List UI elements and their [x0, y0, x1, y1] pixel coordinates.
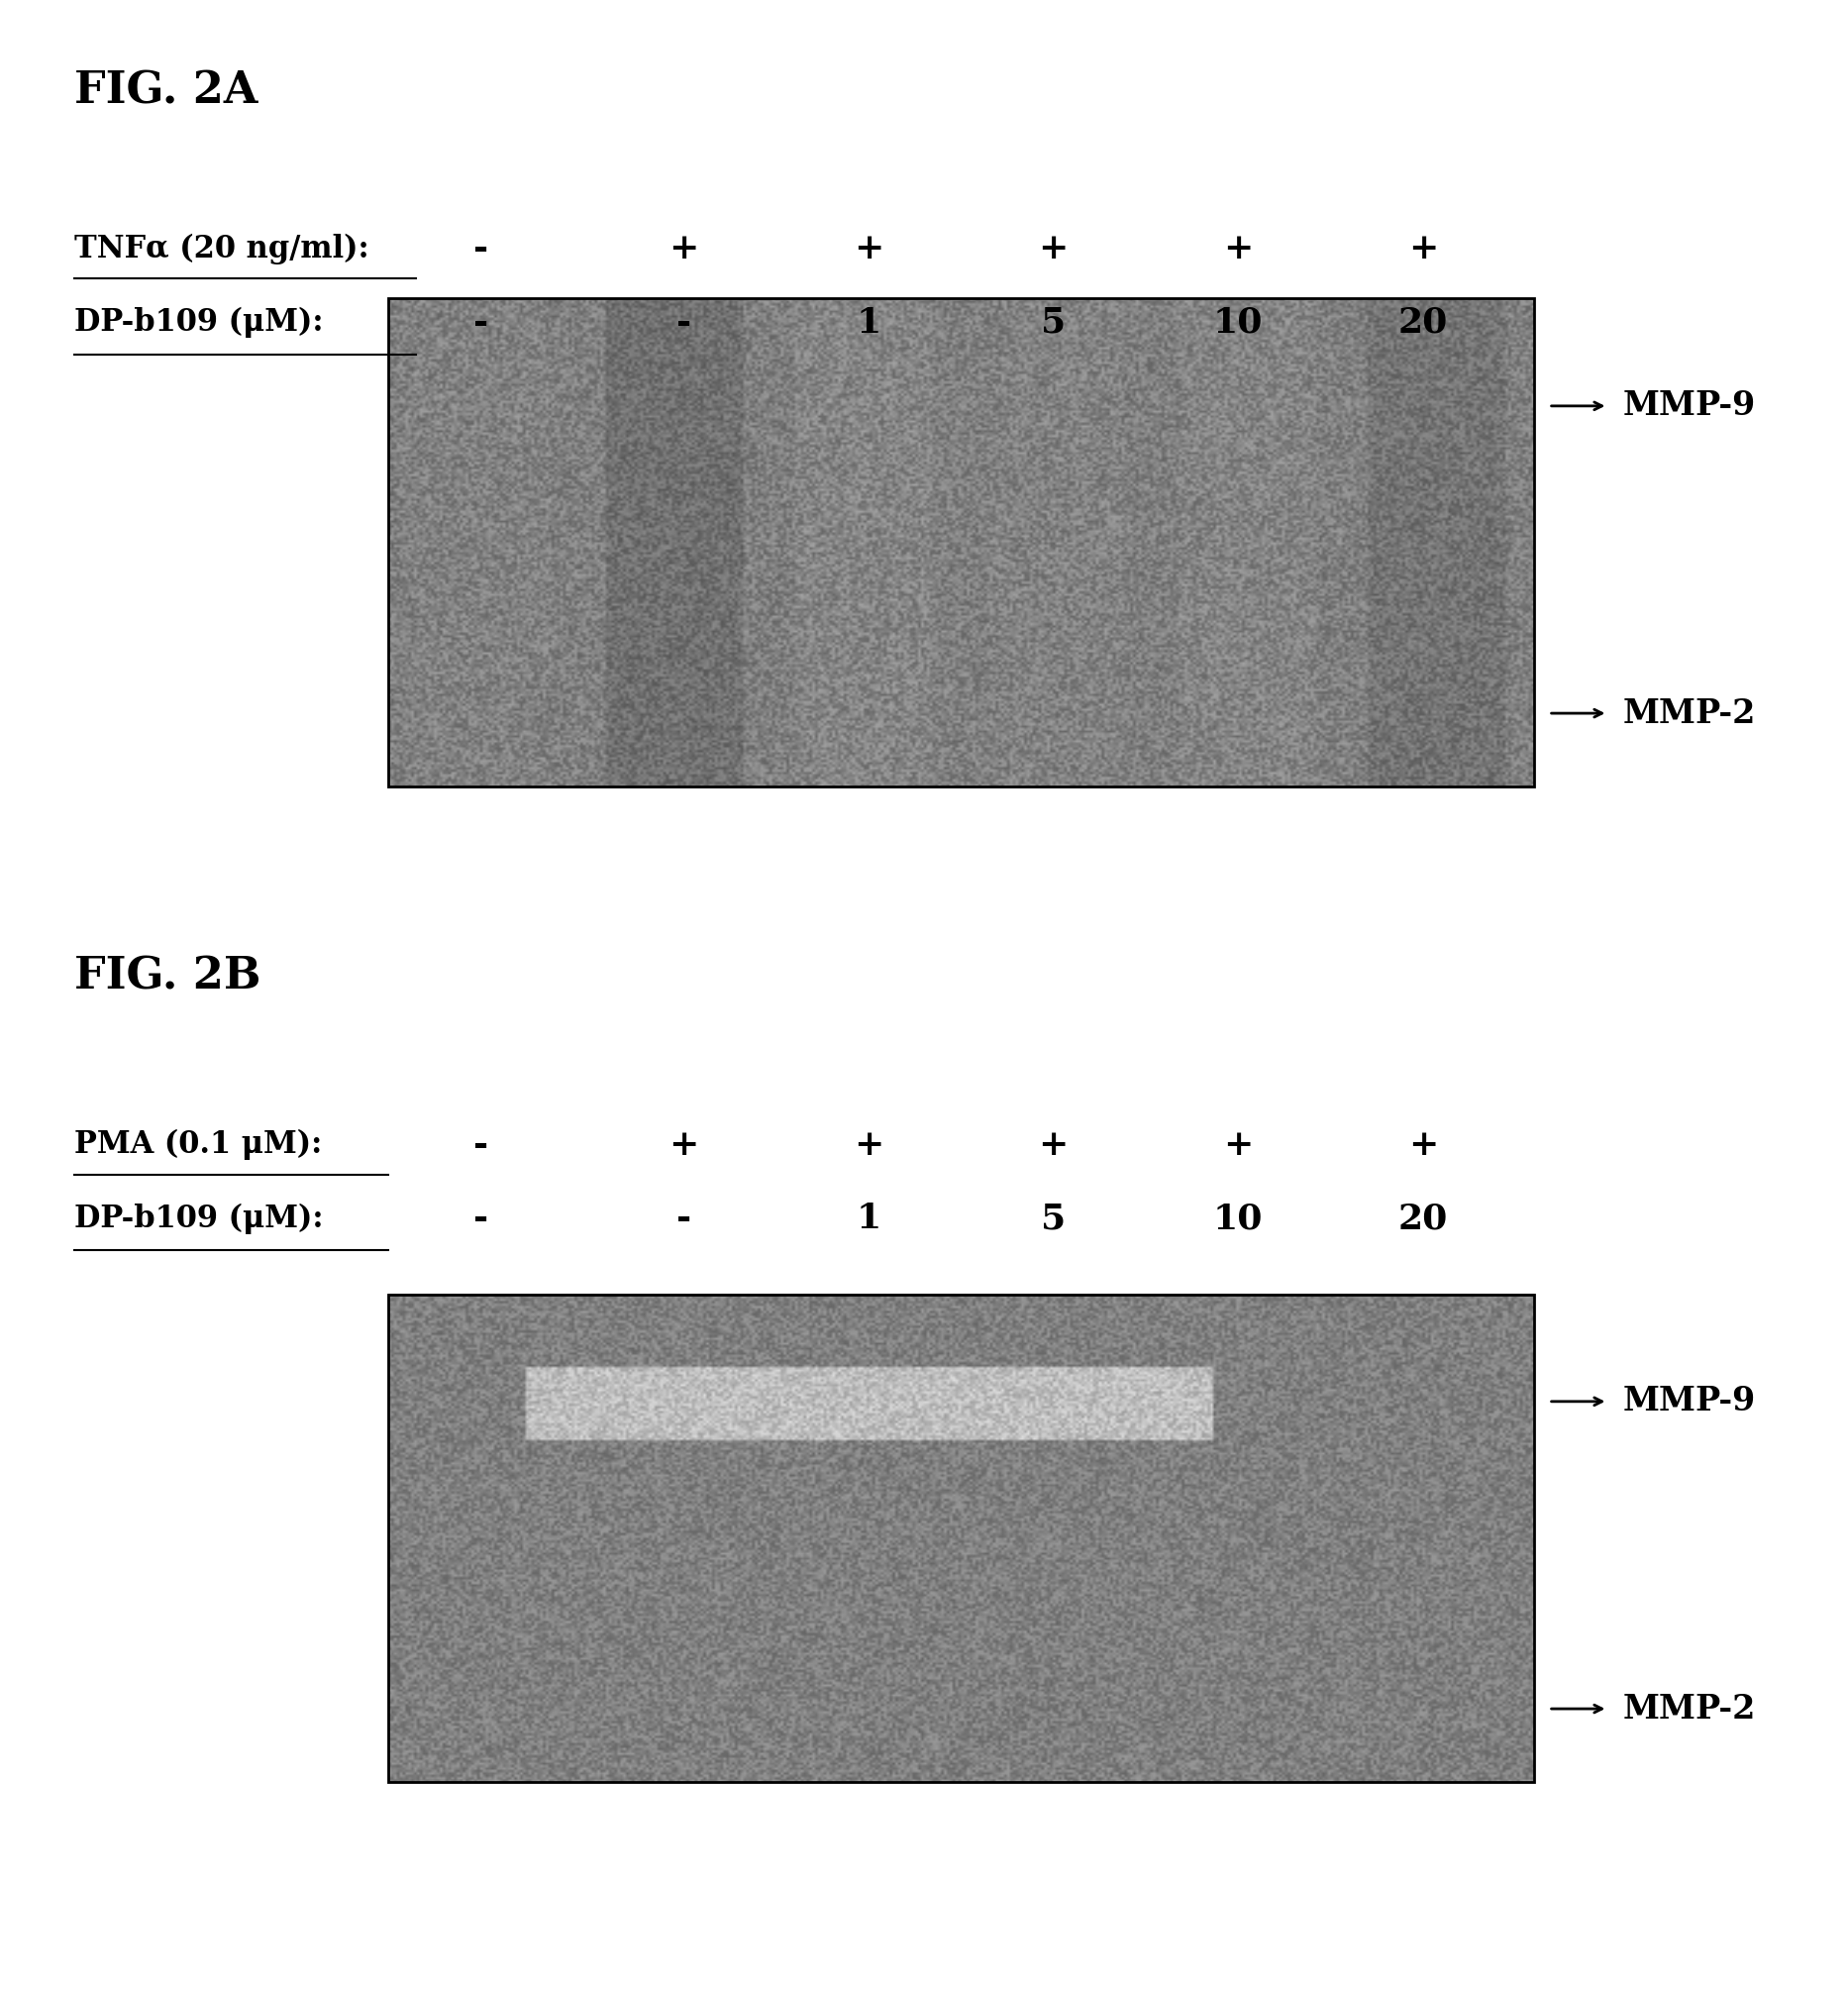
- Text: -: -: [473, 233, 488, 265]
- Text: DP-b109 (μM):: DP-b109 (μM):: [74, 1203, 323, 1234]
- Text: 1: 1: [856, 307, 881, 338]
- Text: 20: 20: [1399, 1203, 1447, 1234]
- Text: +: +: [1039, 233, 1068, 265]
- Text: PMA (0.1 μM):: PMA (0.1 μM):: [74, 1129, 322, 1161]
- Text: -: -: [473, 1129, 488, 1161]
- Text: -: -: [676, 1203, 691, 1234]
- Text: FIG. 2A: FIG. 2A: [74, 70, 257, 111]
- Text: MMP-2: MMP-2: [1623, 697, 1756, 729]
- Text: +: +: [1039, 1129, 1068, 1161]
- Bar: [388, 1294, 1534, 1782]
- Text: +: +: [854, 1129, 883, 1161]
- Bar: [388, 299, 1534, 786]
- Text: FIG. 2B: FIG. 2B: [74, 956, 261, 997]
- Text: +: +: [1223, 233, 1253, 265]
- Text: DP-b109 (μM):: DP-b109 (μM):: [74, 307, 323, 338]
- Text: +: +: [669, 1129, 699, 1161]
- Text: 1: 1: [856, 1203, 881, 1234]
- Text: 10: 10: [1212, 1203, 1264, 1234]
- Text: MMP-9: MMP-9: [1623, 390, 1756, 422]
- Text: MMP-9: MMP-9: [1623, 1386, 1756, 1418]
- Text: 20: 20: [1399, 307, 1447, 338]
- Text: 10: 10: [1212, 307, 1264, 338]
- Text: 5: 5: [1040, 1203, 1066, 1234]
- Text: -: -: [676, 307, 691, 338]
- Text: -: -: [473, 307, 488, 338]
- Text: 5: 5: [1040, 307, 1066, 338]
- Text: TNFα (20 ng/ml):: TNFα (20 ng/ml):: [74, 233, 370, 265]
- Text: -: -: [473, 1203, 488, 1234]
- Text: +: +: [1223, 1129, 1253, 1161]
- Text: +: +: [1408, 1129, 1438, 1161]
- Text: MMP-2: MMP-2: [1623, 1692, 1756, 1724]
- Text: +: +: [669, 233, 699, 265]
- Text: +: +: [1408, 233, 1438, 265]
- Text: +: +: [854, 233, 883, 265]
